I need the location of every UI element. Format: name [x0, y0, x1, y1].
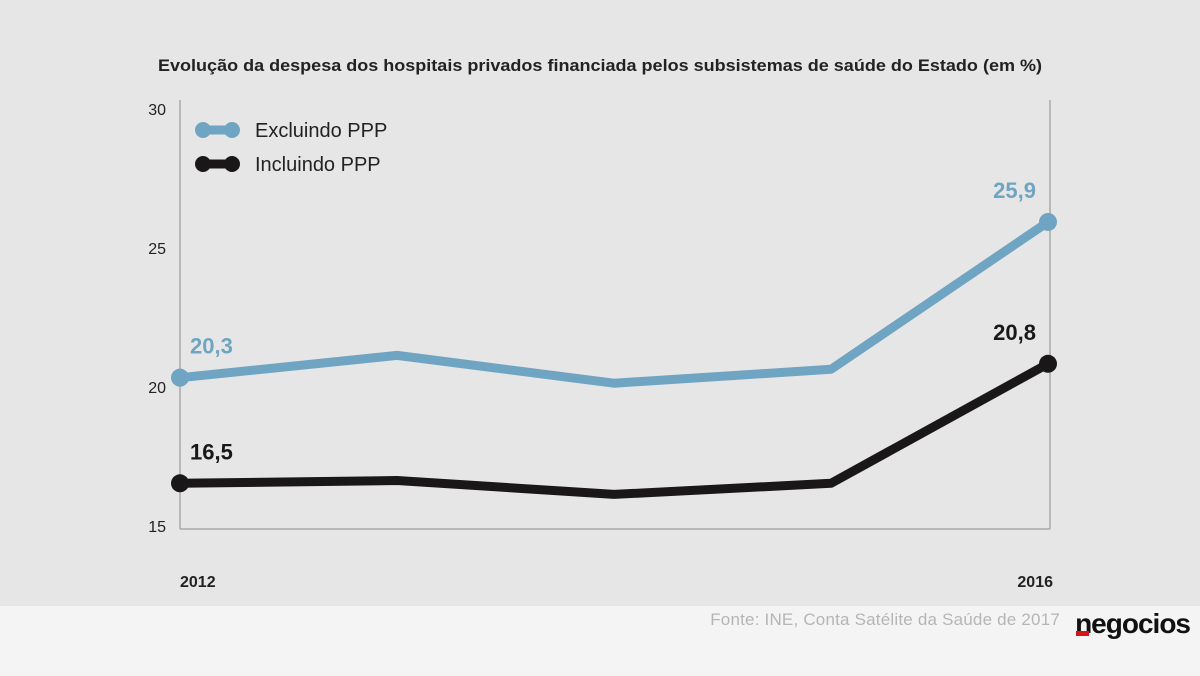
y-tick-label: 25	[148, 241, 166, 258]
legend-marker	[224, 122, 240, 138]
data-label: 25,9	[993, 178, 1036, 203]
data-label: 20,8	[993, 320, 1036, 345]
brand-logo[interactable]: negocios	[1075, 608, 1191, 640]
legend-marker	[195, 156, 211, 172]
y-tick-label: 20	[148, 380, 166, 397]
line-chart: Evolução da despesa dos hospitais privad…	[148, 56, 1057, 591]
y-tick-label: 30	[148, 102, 166, 119]
data-label: 16,5	[190, 439, 233, 464]
legend-label: Excluindo PPP	[255, 120, 387, 142]
series-line	[175, 217, 1053, 388]
chart: Evolução da despesa dos hospitais privad…	[148, 56, 1057, 591]
footer: Fonte: INE, Conta Satélite da Saúde de 2…	[0, 606, 1200, 676]
x-tick-label: 2012	[180, 574, 216, 591]
brand-logo-mark	[1076, 631, 1090, 636]
source-note: Fonte: INE, Conta Satélite da Saúde de 2…	[710, 610, 1060, 629]
legend-marker	[224, 156, 240, 172]
legend-marker	[195, 122, 211, 138]
y-tick-label: 15	[148, 519, 166, 536]
brand-logo-text: negocios	[1075, 608, 1191, 639]
data-point	[1039, 212, 1057, 231]
chart-title: Evolução da despesa dos hospitais privad…	[158, 56, 1042, 75]
data-point	[1039, 354, 1057, 373]
x-tick-label: 2016	[1017, 574, 1053, 591]
legend-label: Incluindo PPP	[255, 154, 381, 176]
data-label: 20,3	[190, 334, 233, 359]
data-point	[171, 474, 189, 493]
data-point	[171, 368, 189, 387]
series-line	[175, 359, 1053, 499]
